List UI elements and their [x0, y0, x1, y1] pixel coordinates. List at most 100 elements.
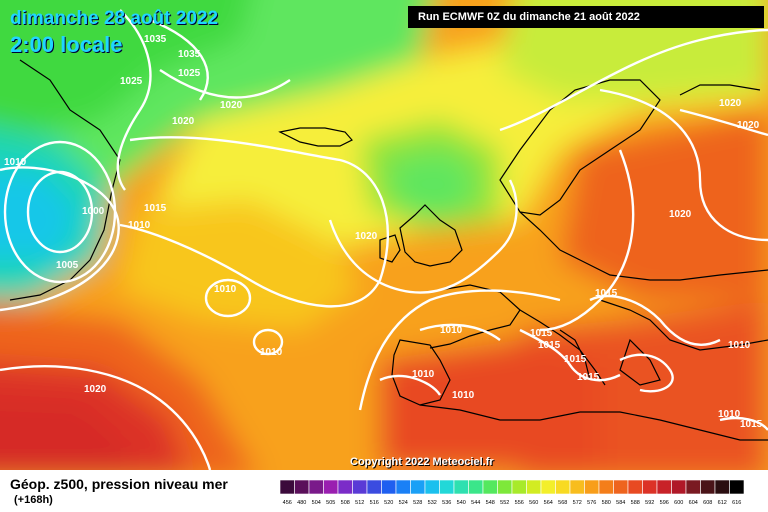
scale-label: 612: [718, 500, 727, 506]
scale-label: 516: [370, 500, 379, 506]
scale-swatch: [323, 480, 339, 495]
scale-label: 568: [558, 500, 567, 506]
scale-swatch: [569, 480, 585, 495]
isobar-label: 1010: [718, 409, 741, 420]
scale-swatch: [308, 480, 324, 495]
isobar-label: 1010: [128, 220, 151, 231]
isobar-label: 1015: [144, 203, 167, 214]
scale-label: 480: [297, 500, 306, 506]
model-run-label: Run ECMWF 0Z du dimanche 21 août 2022: [408, 6, 764, 28]
scale-label: 552: [500, 500, 509, 506]
isobar-label: 1020: [719, 98, 742, 109]
scale-label: 544: [471, 500, 480, 506]
scale-label: 596: [660, 500, 669, 506]
scale-label: 528: [413, 500, 422, 506]
scale-swatch: [497, 480, 513, 495]
isobar-label: 1020: [737, 120, 760, 131]
scale-label: 572: [573, 500, 582, 506]
scale-swatch: [671, 480, 687, 495]
isobar-label: 1010: [214, 284, 237, 295]
scale-swatch: [424, 480, 440, 495]
geopotential-map: 1035 1035 1025 1025 1020 1020 1010 1000 …: [0, 0, 768, 470]
scale-swatch: [280, 480, 295, 495]
scale-swatch: [352, 480, 368, 495]
scale-swatch: [381, 480, 397, 495]
scale-label: 584: [616, 500, 625, 506]
scale-label: 604: [689, 500, 698, 506]
scale-swatch: [627, 480, 643, 495]
legend-subtitle: (+168h): [14, 494, 53, 506]
scale-label: 512: [355, 500, 364, 506]
isobar-label: 1025: [120, 76, 143, 87]
scale-label: 588: [631, 500, 640, 506]
scale-label: 456: [283, 500, 292, 506]
scale-label: 536: [442, 500, 451, 506]
scale-label: 580: [602, 500, 611, 506]
scale-label: 556: [515, 500, 524, 506]
scale-label: 600: [674, 500, 683, 506]
scale-label: 608: [703, 500, 712, 506]
scale-label: 504: [312, 500, 321, 506]
scale-swatch: [511, 480, 527, 495]
isobar-label: 1020: [84, 384, 107, 395]
scale-swatch: [453, 480, 469, 495]
scale-swatch: [714, 480, 730, 495]
isobars: [0, 9, 768, 470]
scale-swatch: [598, 480, 614, 495]
scale-label: 532: [428, 500, 437, 506]
scale-swatch: [700, 480, 716, 495]
scale-swatch: [439, 480, 455, 495]
isobar-label: 1020: [355, 231, 378, 242]
scale-swatch: [540, 480, 556, 495]
scale-label: 540: [457, 500, 466, 506]
scale-swatch: [482, 480, 498, 495]
scale-label: 548: [486, 500, 495, 506]
isobar-label: 1025: [178, 68, 201, 79]
scale-swatch: [468, 480, 484, 495]
isobar-label: 1015: [530, 328, 553, 339]
isobar-label: 1020: [669, 209, 692, 220]
isobar-label: 1035: [178, 49, 201, 60]
scale-label: 576: [587, 500, 596, 506]
scale-swatch: [366, 480, 382, 495]
scale-label: 520: [384, 500, 393, 506]
scale-swatch: [410, 480, 426, 495]
coastlines: [9, 59, 768, 441]
isobar-label: 1010: [260, 347, 283, 358]
forecast-time-title: 2:00 locale: [10, 32, 123, 57]
isobar-label: 1015: [564, 354, 587, 365]
isobar-label: 1005: [56, 260, 79, 271]
forecast-date-title: dimanche 28 août 2022: [10, 8, 219, 29]
isobar-label: 1010: [440, 325, 463, 336]
scale-swatch: [584, 480, 600, 495]
scale-label: 524: [399, 500, 408, 506]
isobar-label: 1015: [740, 419, 763, 430]
isobar-label: 1020: [220, 100, 243, 111]
isobar-label: 1010: [4, 157, 27, 168]
scale-swatch: [613, 480, 629, 495]
scale-swatch: [337, 480, 353, 495]
scale-swatch: [656, 480, 672, 495]
isobar-label: 1020: [172, 116, 195, 127]
isobar-label: 1035: [144, 34, 167, 45]
isobar-label: 1015: [577, 372, 600, 383]
scale-label: 564: [544, 500, 553, 506]
geopotential-color-field: [0, 0, 768, 470]
scale-label: 505: [326, 500, 335, 506]
isobar-label: 1015: [595, 288, 618, 299]
isobar-label: 1010: [728, 340, 751, 351]
legend-title: Géop. z500, pression niveau mer: [10, 476, 228, 492]
legend-bar: Géop. z500, pression niveau mer (+168h) …: [0, 470, 768, 512]
scale-swatch: [642, 480, 658, 495]
scale-swatch: [685, 480, 701, 495]
scale-label: 616: [732, 500, 741, 506]
isobar-label: 1010: [412, 369, 435, 380]
isobar-labels: 1035 1035 1025 1025 1020 1020 1010 1000 …: [4, 34, 763, 430]
scale-swatch: [555, 480, 571, 495]
copyright-label: Copyright 2022 Meteociel.fr: [350, 456, 494, 468]
isobar-label: 1010: [452, 390, 475, 401]
scale-swatch: [729, 480, 745, 495]
scale-swatch: [294, 480, 310, 495]
scale-swatch: [526, 480, 542, 495]
